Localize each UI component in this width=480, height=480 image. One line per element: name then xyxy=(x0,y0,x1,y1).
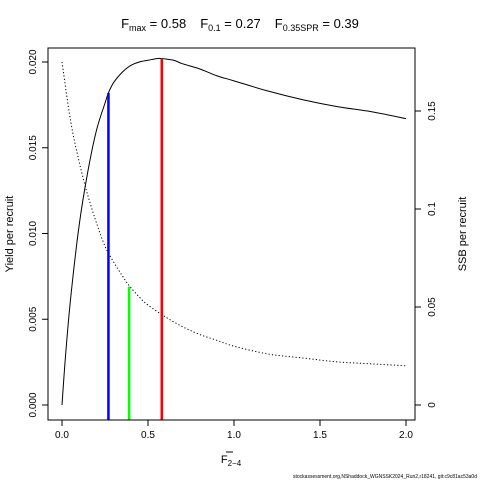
title-fmax-label: F xyxy=(121,16,129,31)
footer-credit: stockassessment.org,NShaddock_WGNSSK2024… xyxy=(293,474,477,480)
y-right-tick-label: 0.15 xyxy=(427,101,438,121)
title-fmax-sub: max xyxy=(129,23,147,33)
x-tick-label: 0.5 xyxy=(141,430,155,441)
y-axis-right: 0 0.05 0.1 0.15 xyxy=(415,101,438,408)
reference-lines xyxy=(107,58,164,420)
title-f01-sub: 0.1 xyxy=(208,23,221,33)
y-axis-right-title: SSB per recruit xyxy=(457,197,469,272)
ssb-per-recruit-curve xyxy=(61,61,407,367)
svg-text:F2−4: F2−4 xyxy=(221,454,242,468)
title-fmax-value: = 0.58 xyxy=(146,16,186,31)
plot-frame xyxy=(47,47,416,421)
y-right-tick-label: 0 xyxy=(427,402,438,408)
y-left-tick-label: 0.015 xyxy=(28,135,39,160)
x-tick-label: 2.0 xyxy=(399,430,413,441)
y-left-tick-label: 0.020 xyxy=(28,49,39,74)
y-left-tick-label: 0.005 xyxy=(28,306,39,331)
x-tick-label: 0.0 xyxy=(55,430,69,441)
x-tick-label: 1.0 xyxy=(227,430,241,441)
title-fspr-sub: 0.35SPR xyxy=(283,23,320,33)
chart-title: Fmax = 0.58 F0.1 = 0.27 F0.35SPR = 0.39 xyxy=(121,16,359,33)
yield-per-recruit-curve xyxy=(61,57,407,406)
y-right-tick-label: 0.1 xyxy=(427,202,438,216)
y-left-tick-label: 0.010 xyxy=(28,221,39,246)
y-axis-left-title: Yield per recruit xyxy=(4,196,16,273)
x-tick-label: 1.5 xyxy=(313,430,327,441)
y-right-tick-label: 0.05 xyxy=(427,297,438,317)
title-fspr-label: F xyxy=(275,16,283,31)
y-axis-left: 0.000 0.005 0.010 0.015 0.020 xyxy=(28,49,48,418)
title-f01-label: F xyxy=(200,16,208,31)
series-layer xyxy=(61,57,407,406)
title-fspr-value: = 0.39 xyxy=(319,16,359,31)
x-axis-title: F2−4 xyxy=(221,451,242,468)
y-left-tick-label: 0.000 xyxy=(28,392,39,417)
x-axis: 0.0 0.5 1.0 1.5 2.0 xyxy=(55,419,413,441)
x-axis-title-main: F xyxy=(221,454,228,466)
title-f01-value: = 0.27 xyxy=(221,16,261,31)
x-axis-title-sub: 2−4 xyxy=(228,459,242,468)
